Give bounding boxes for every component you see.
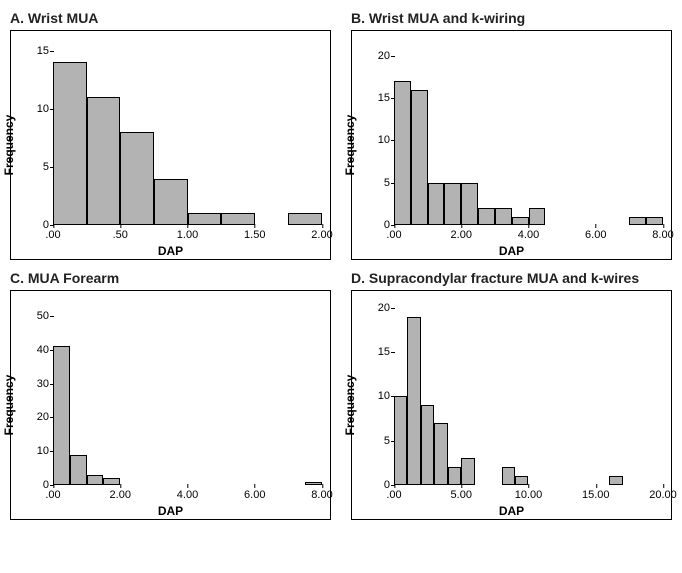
x-tick-label: .50 <box>113 229 128 259</box>
histogram-bar <box>154 179 188 226</box>
histogram-bar <box>448 467 461 485</box>
histogram-bar <box>478 208 495 225</box>
y-tick-label: 5 <box>352 435 390 447</box>
y-tick-label: 5 <box>11 161 49 173</box>
x-tick-label: 6.00 <box>585 229 606 259</box>
x-tick-label: 1.00 <box>177 229 198 259</box>
histogram-bar <box>444 183 461 225</box>
y-tick-label: 5 <box>352 177 390 189</box>
y-tick-label: 10 <box>352 134 390 146</box>
x-tick-label: 2.00 <box>451 229 472 259</box>
y-tick-label: 10 <box>11 103 49 115</box>
panel-c-plot <box>53 299 322 485</box>
panel-c: C. MUA Forearm Frequency DAP 01020304050… <box>10 270 331 520</box>
histogram-bar <box>53 346 70 485</box>
panel-d-title: D. Supracondylar fracture MUA and k-wire… <box>351 270 672 286</box>
x-tick-label: 20.00 <box>649 489 677 519</box>
panel-d-chart: Frequency DAP 05101520.005.0010.0015.002… <box>351 290 672 520</box>
x-tick-label: 6.00 <box>244 489 265 519</box>
panel-b-plot <box>394 39 663 225</box>
y-tick-label: 20 <box>352 50 390 62</box>
x-tick-label: .00 <box>386 229 401 259</box>
x-tick-label: .00 <box>45 229 60 259</box>
x-tick-label: 8.00 <box>311 489 332 519</box>
histogram-bar <box>407 317 420 485</box>
panel-c-chart: Frequency DAP 01020304050.002.004.006.00… <box>10 290 331 520</box>
y-tick-label: 20 <box>352 302 390 314</box>
y-tick-label: 0 <box>11 219 49 231</box>
panel-a-chart: Frequency DAP 051015.00.501.001.502.00 <box>10 30 331 260</box>
y-tick-label: 10 <box>352 390 390 402</box>
histogram-bar <box>502 467 515 485</box>
x-tick-label: 8.00 <box>652 229 673 259</box>
y-tick-label: 0 <box>11 479 49 491</box>
panel-a: A. Wrist MUA Frequency DAP 051015.00.501… <box>10 10 331 260</box>
panel-d: D. Supracondylar fracture MUA and k-wire… <box>351 270 672 520</box>
histogram-bar <box>394 81 411 225</box>
x-tick-label: 2.00 <box>110 489 131 519</box>
histogram-bar <box>53 62 87 225</box>
histogram-bar <box>461 183 478 225</box>
histogram-bar <box>646 217 663 225</box>
histogram-bar <box>103 478 120 485</box>
x-tick-label: 2.00 <box>311 229 332 259</box>
y-tick-label: 15 <box>352 92 390 104</box>
x-tick-label: 4.00 <box>518 229 539 259</box>
histogram-bar <box>120 132 154 225</box>
x-tick-label: 10.00 <box>515 489 543 519</box>
panel-a-title: A. Wrist MUA <box>10 10 331 26</box>
histogram-bar <box>428 183 445 225</box>
panel-c-title: C. MUA Forearm <box>10 270 331 286</box>
histogram-bar <box>305 482 322 485</box>
chart-grid: A. Wrist MUA Frequency DAP 051015.00.501… <box>10 10 672 520</box>
y-tick-label: 15 <box>11 45 49 57</box>
panel-b-title: B. Wrist MUA and k-wiring <box>351 10 672 26</box>
histogram-bar <box>629 217 646 225</box>
x-tick-label: 15.00 <box>582 489 610 519</box>
histogram-bar <box>221 213 255 225</box>
histogram-bar <box>512 217 529 225</box>
histogram-bar <box>609 476 622 485</box>
panel-a-plot <box>53 39 322 225</box>
panel-b: B. Wrist MUA and k-wiring Frequency DAP … <box>351 10 672 260</box>
x-tick-label: 1.50 <box>244 229 265 259</box>
histogram-bar <box>495 208 512 225</box>
histogram-bar <box>87 97 121 225</box>
x-tick-label: .00 <box>386 489 401 519</box>
histogram-bar <box>411 90 428 225</box>
histogram-bar <box>394 396 407 485</box>
y-tick-label: 20 <box>11 411 49 423</box>
y-tick-label: 10 <box>11 445 49 457</box>
histogram-bar <box>421 405 434 485</box>
y-tick-label: 15 <box>352 346 390 358</box>
histogram-bar <box>434 423 447 485</box>
y-tick-label: 0 <box>352 479 390 491</box>
histogram-bar <box>529 208 546 225</box>
y-tick-label: 50 <box>11 310 49 322</box>
x-tick-label: .00 <box>45 489 60 519</box>
x-tick-label: 5.00 <box>451 489 472 519</box>
y-tick-label: 30 <box>11 378 49 390</box>
panel-b-chart: Frequency DAP 05101520.002.004.006.008.0… <box>351 30 672 260</box>
x-tick-label: 4.00 <box>177 489 198 519</box>
panel-d-plot <box>394 299 663 485</box>
histogram-bar <box>87 475 104 485</box>
histogram-bar <box>188 213 222 225</box>
histogram-bar <box>515 476 528 485</box>
y-tick-label: 40 <box>11 344 49 356</box>
histogram-bar <box>288 213 322 225</box>
y-tick-label: 0 <box>352 219 390 231</box>
histogram-bar <box>461 458 474 485</box>
histogram-bar <box>70 455 87 485</box>
